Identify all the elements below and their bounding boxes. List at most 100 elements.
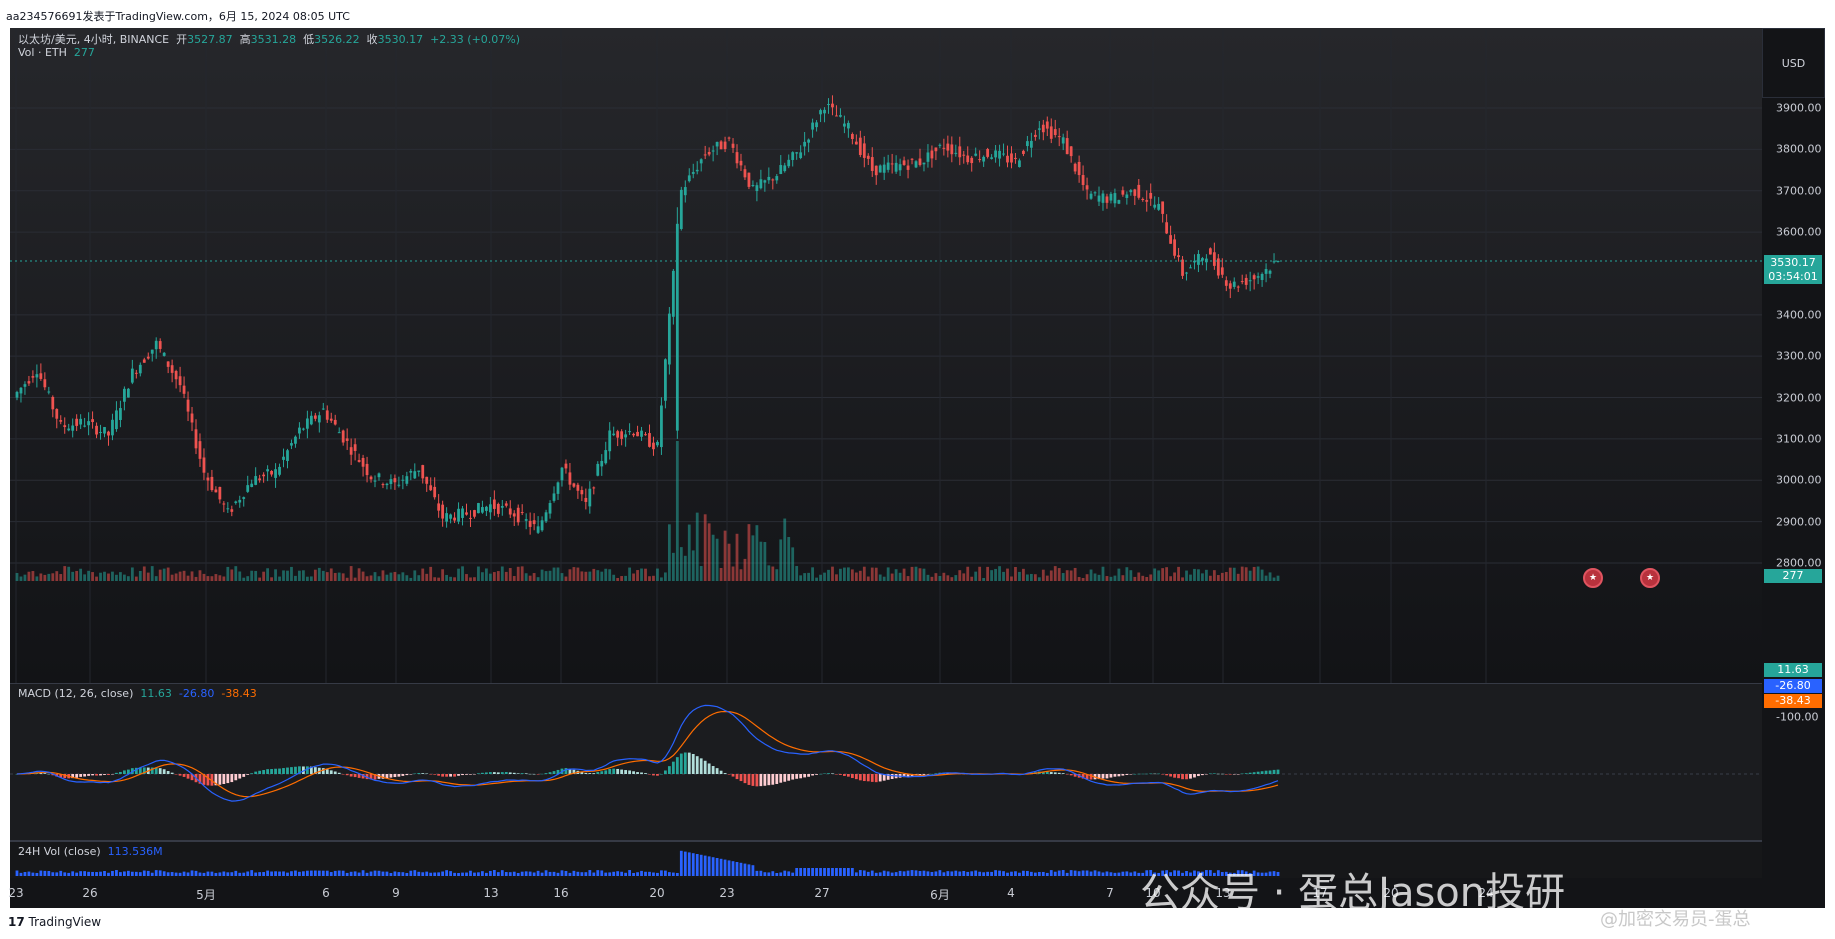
volume-bar xyxy=(866,576,870,581)
macd-histogram-bar xyxy=(1272,769,1276,774)
volume-legend[interactable]: Vol · ETH 277 xyxy=(18,46,95,59)
candle-body xyxy=(206,477,210,481)
candle-body xyxy=(747,172,751,187)
volume-bar xyxy=(477,566,480,581)
candle-body xyxy=(970,157,974,164)
time-axis-label: 26 xyxy=(82,886,98,900)
macd-histogram-bar xyxy=(1081,774,1085,779)
vol24-bar xyxy=(504,872,508,876)
volume-bar xyxy=(640,568,643,581)
candle-body xyxy=(1256,276,1260,278)
volume-bar xyxy=(608,569,612,581)
candlestick-chart[interactable] xyxy=(10,28,1825,683)
macd-histogram-bar xyxy=(115,772,118,774)
current-price: 3530.17 xyxy=(1770,256,1816,269)
currency-button[interactable]: USD xyxy=(1762,28,1825,98)
macd-histogram-bar xyxy=(274,768,277,774)
volume-bar xyxy=(815,577,818,581)
vol24-bar xyxy=(1201,871,1204,876)
vol24-label: 24H Vol (close) xyxy=(18,845,101,858)
candle-body xyxy=(1264,269,1268,274)
candle-body xyxy=(950,144,954,155)
macd-pane[interactable]: MACD (12, 26, close) 11.63 -26.80 -38.43 xyxy=(10,684,1825,841)
volume-bar xyxy=(325,572,329,581)
candle-body xyxy=(600,460,604,467)
macd-histogram-bar xyxy=(43,773,47,774)
candle-body xyxy=(286,450,289,461)
time-axis[interactable]: 23 26 5月 6 9 13 16 20 23 27 6月 4 7 10 13 17 20 24 xyxy=(8,878,1825,908)
candle-body xyxy=(150,349,154,354)
volume-bar xyxy=(1125,567,1129,581)
candle-body xyxy=(445,513,449,522)
macd-histogram-bar xyxy=(198,774,202,784)
candle-body xyxy=(1137,184,1141,198)
macd-histogram-bar xyxy=(321,768,325,774)
vol24-bar xyxy=(1002,871,1005,876)
macd-histogram-bar xyxy=(445,774,449,777)
volume-bar xyxy=(111,571,114,581)
macd-histogram-bar xyxy=(747,774,751,785)
vol24-bar xyxy=(417,871,421,876)
macd-histogram-bar xyxy=(1053,772,1057,774)
macd-histogram-bar xyxy=(298,766,301,774)
volume-bar xyxy=(445,574,449,581)
volume-bar xyxy=(1133,576,1137,581)
macd-histogram-bar xyxy=(620,769,624,774)
chart-frame[interactable]: 以太坊/美元, 4小时, BINANCE 开3527.87 高3531.28 低… xyxy=(8,28,1825,916)
us-flag-event-icon[interactable]: ★ xyxy=(1640,568,1660,588)
candle-body xyxy=(202,457,206,473)
vol24-bar xyxy=(1205,870,1208,876)
vol24-bar xyxy=(962,870,966,876)
candle-body xyxy=(616,431,620,438)
macd-histogram-bar xyxy=(1041,771,1045,774)
publish-header: aa234576691发表于TradingView.com，6月 15, 202… xyxy=(0,0,1835,28)
candle-body xyxy=(361,457,365,467)
pane-separator[interactable] xyxy=(10,840,1825,842)
macd-histogram-bar xyxy=(886,774,890,780)
vol24-bar xyxy=(1037,871,1041,876)
volume-bar xyxy=(91,572,94,581)
low-value: 3526.22 xyxy=(314,33,360,46)
us-flag-event-icon[interactable]: ★ xyxy=(1583,568,1603,588)
macd-histogram-bar xyxy=(839,774,842,775)
vol24-bar xyxy=(1137,872,1141,876)
macd-histogram-bar xyxy=(441,774,445,777)
vol24-bar xyxy=(707,856,711,876)
candle-body xyxy=(739,160,743,166)
vol24-bar xyxy=(266,870,269,876)
tradingview-logo[interactable]: 17 TradingView xyxy=(8,915,102,929)
vol24-bar xyxy=(667,872,671,876)
time-axis-label: 6月 xyxy=(930,888,950,902)
macd-histogram-bar xyxy=(536,774,540,775)
candle-body xyxy=(532,520,536,525)
macd-legend[interactable]: MACD (12, 26, close) 11.63 -26.80 -38.43 xyxy=(18,687,257,700)
volume-bar xyxy=(226,566,230,581)
vol24-bar xyxy=(862,870,866,876)
time-axis-label: 24 xyxy=(1478,886,1494,900)
price-pane[interactable]: 以太坊/美元, 4小时, BINANCE 开3527.87 高3531.28 低… xyxy=(10,28,1825,683)
volume-bar xyxy=(1272,577,1276,581)
macd-histogram-bar xyxy=(703,760,707,774)
symbol-name[interactable]: 以太坊/美元, 4小时, BINANCE xyxy=(18,33,170,46)
macd-histogram-bar xyxy=(1193,774,1196,778)
candle-body xyxy=(819,110,822,115)
vol24-bar xyxy=(711,857,715,876)
macd-histogram-bar xyxy=(759,774,763,787)
volume-bar xyxy=(950,577,954,581)
vol24-bar xyxy=(787,871,791,876)
macd-histogram-bar xyxy=(934,773,938,774)
candle-body xyxy=(63,425,67,428)
candle-body xyxy=(166,361,170,367)
vol24-legend[interactable]: 24H Vol (close) 113.536M xyxy=(18,845,163,858)
macd-histogram-bar xyxy=(787,774,791,781)
vol24-bar xyxy=(823,868,826,876)
price-axis[interactable] xyxy=(1762,28,1825,908)
macd-histogram-bar xyxy=(1145,773,1149,775)
vol24-bar xyxy=(783,870,787,876)
volume-bar xyxy=(194,576,198,581)
vol24-pane[interactable]: 24H Vol (close) 113.536M xyxy=(10,842,1825,878)
volume-bar xyxy=(337,572,341,581)
time-axis-label: 16 xyxy=(553,886,569,900)
vol24-bar xyxy=(473,872,476,876)
vol24-bar xyxy=(508,872,512,876)
